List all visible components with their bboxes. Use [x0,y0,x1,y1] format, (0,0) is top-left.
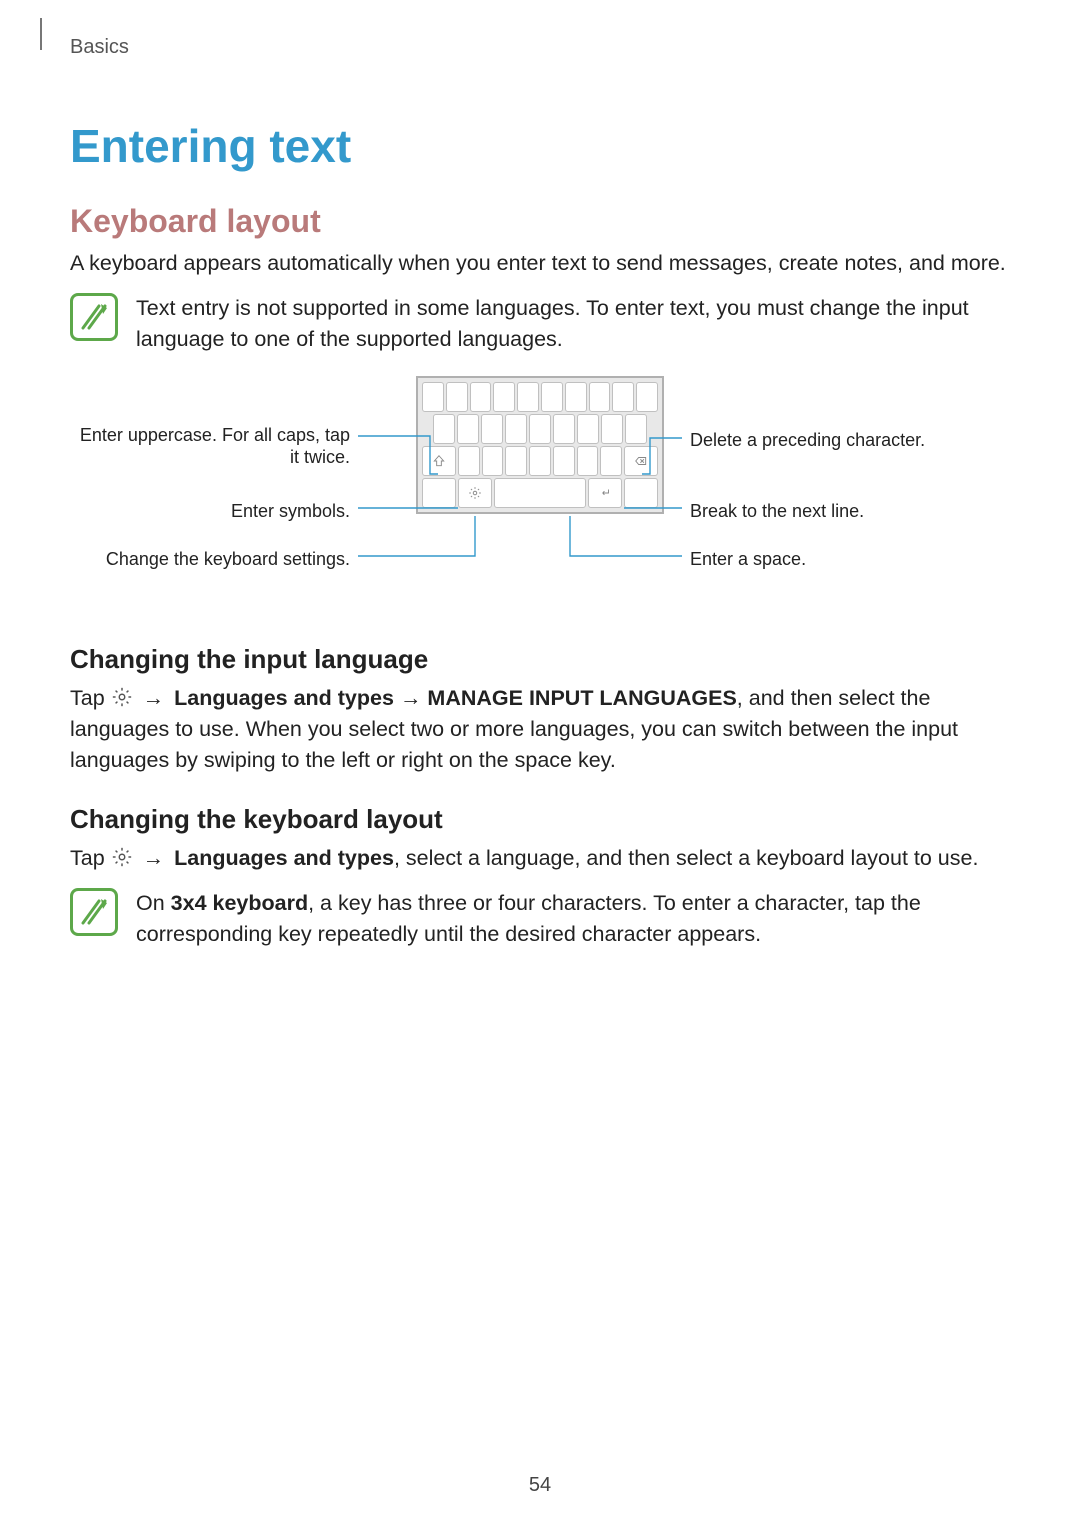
callout-space: Enter a space. [690,548,990,571]
section-heading-keyboard-layout: Keyboard layout [70,203,1010,240]
note-text: Text entry is not supported in some lang… [136,293,1010,355]
bold-text: MANAGE INPUT LANGUAGES [427,686,736,710]
note-icon [70,293,118,341]
callout-uppercase: Enter uppercase. For all caps, tap it tw… [70,424,350,469]
arrow-icon: → [139,846,169,870]
bold-text: Languages and types [174,846,394,870]
page: Basics Entering text Keyboard layout A k… [0,0,1080,1527]
bold-text: Languages and types [174,686,394,710]
text: On [136,891,171,915]
note-block: On 3x4 keyboard, a key has three or four… [70,888,1010,950]
header-divider [40,18,42,50]
body-text: A keyboard appears automatically when yo… [70,248,1010,279]
callout-newline: Break to the next line. [690,500,990,523]
gear-icon [111,846,133,868]
arrow-icon: → [400,686,427,710]
page-number: 54 [0,1474,1080,1497]
note-icon [70,888,118,936]
body-text: Tap → Languages and types → MANAGE INPUT… [70,683,1010,777]
callout-symbols: Enter symbols. [70,500,350,523]
callout-settings: Change the keyboard settings. [70,548,350,571]
note-text: On 3x4 keyboard, a key has three or four… [136,888,1010,950]
bold-text: 3x4 keyboard [171,891,308,915]
running-head: Basics [70,36,1010,59]
body-text: Tap → Languages and types, select a lang… [70,843,1010,874]
text: Tap [70,846,111,870]
section-heading-keyboard-layout-change: Changing the keyboard layout [70,804,1010,835]
keyboard-diagram: Enter uppercase. For all caps, tap it tw… [70,376,1010,616]
note-block: Text entry is not supported in some lang… [70,293,1010,355]
callout-delete: Delete a preceding character. [690,429,990,452]
text: , select a language, and then select a k… [394,846,978,870]
text: Tap [70,686,111,710]
callout-lines [70,376,1010,616]
gear-icon [111,686,133,708]
page-title: Entering text [70,119,1010,173]
arrow-icon: → [139,686,169,710]
section-heading-input-language: Changing the input language [70,644,1010,675]
